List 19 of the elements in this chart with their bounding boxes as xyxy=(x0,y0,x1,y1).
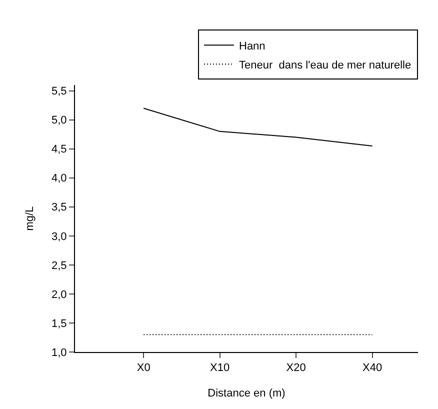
x-tick-label: X40 xyxy=(362,362,382,374)
y-tick-label: 1,5 xyxy=(52,318,67,330)
y-tick-label: 5,5 xyxy=(52,86,67,98)
y-tick-label: 4,0 xyxy=(52,172,67,185)
y-tick-label: 2,5 xyxy=(52,260,67,272)
y-tick-label: 4,5 xyxy=(52,144,67,156)
y-axis-title: mg/L xyxy=(24,206,36,231)
line-series xyxy=(143,108,373,146)
x-axis-title: Distance en (m) xyxy=(208,387,286,400)
legend-label: Hann xyxy=(239,40,266,52)
y-tick-label: 3,5 xyxy=(52,202,67,214)
y-tick-label: 5,0 xyxy=(52,114,67,127)
y-tick-label: 2,0 xyxy=(52,288,67,301)
y-tick-label: 3,0 xyxy=(52,230,67,243)
x-tick-label: X0 xyxy=(136,362,150,374)
legend-label: Teneur dans l'eau de mer naturelle xyxy=(239,59,412,72)
x-tick-label: X10 xyxy=(210,362,230,374)
y-tick-label: 1,0 xyxy=(52,346,67,359)
x-tick-label: X20 xyxy=(286,362,306,374)
